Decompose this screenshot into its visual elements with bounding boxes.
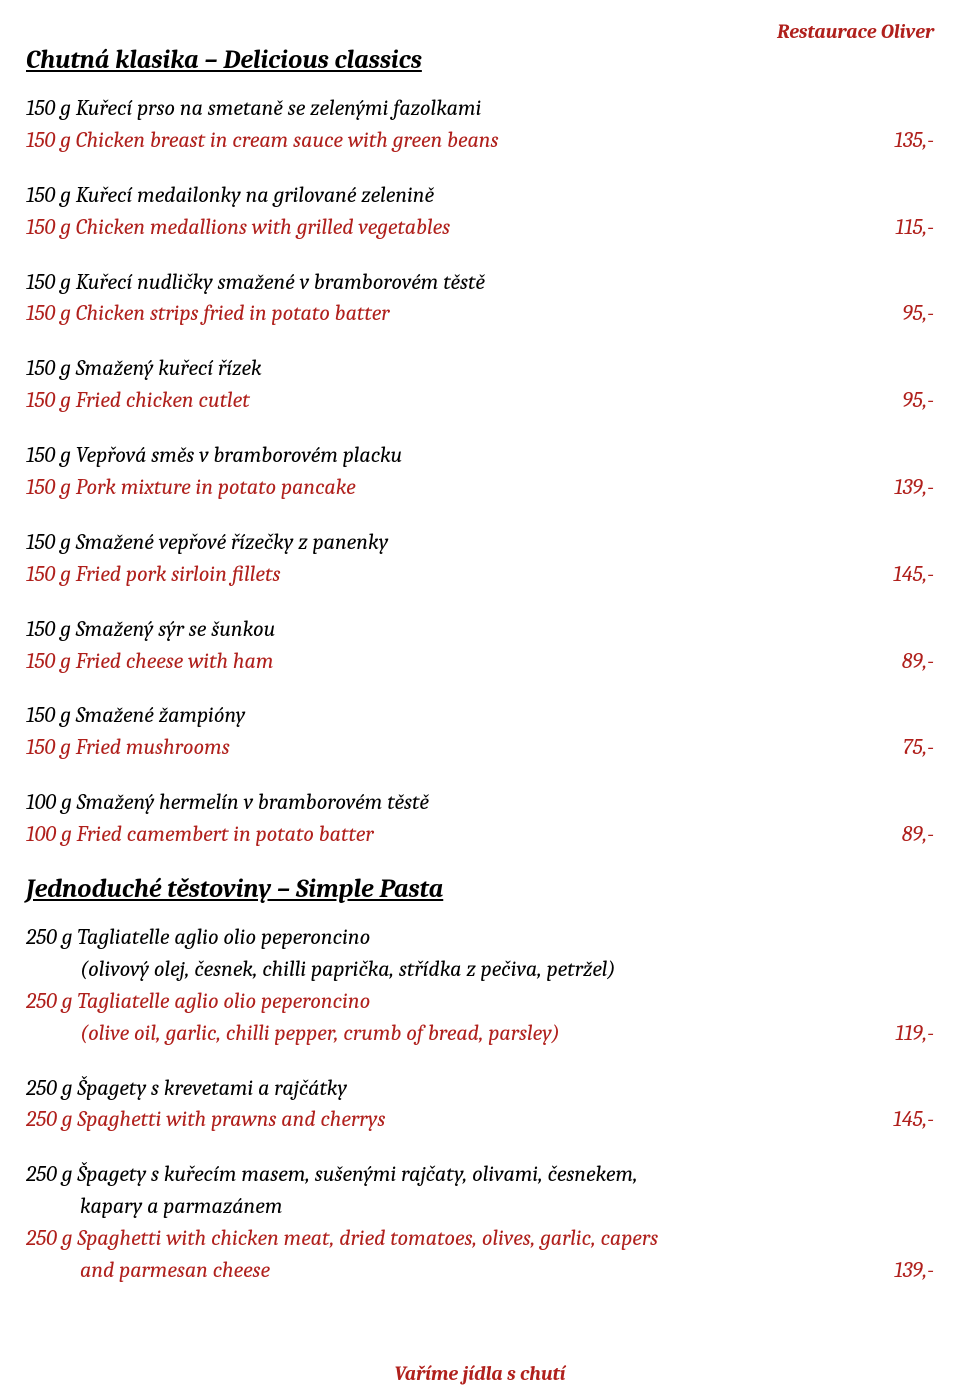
section-title-pasta: Jednoduché těstoviny – Simple Pasta	[26, 874, 934, 904]
menu-item: 250 g Tagliatelle aglio olio peperoncino…	[26, 922, 934, 1050]
item-cz: 150 g Kuřecí nudličky smažené v bramboro…	[26, 267, 934, 299]
menu-item: 150 g Kuřecí medailonky na grilované zel…	[26, 180, 934, 244]
item-en: 250 g Spaghetti with prawns and cherrys	[26, 1104, 881, 1136]
menu-item: 150 g Smažený kuřecí řízek 150 g Fried c…	[26, 353, 934, 417]
menu-item: 150 g Smažené žampióny 150 g Fried mushr…	[26, 700, 934, 764]
item-cz: 150 g Smažené žampióny	[26, 700, 934, 732]
item-cz: 250 g Špagety s krevetami a rajčátky	[26, 1073, 934, 1105]
item-en-line: and parmesan cheese	[26, 1255, 882, 1287]
item-en: 150 g Chicken breast in cream sauce with…	[26, 125, 882, 157]
item-cz-line: 250 g Špagety s kuřecím masem, sušenými …	[26, 1159, 934, 1191]
item-en-line: (olive oil, garlic, chilli pepper, crumb…	[26, 1018, 883, 1050]
item-cz: 150 g Kuřecí medailonky na grilované zel…	[26, 180, 934, 212]
item-cz-line: 250 g Tagliatelle aglio olio peperoncino	[26, 922, 934, 954]
restaurant-brand: Restaurace Oliver	[26, 20, 934, 43]
item-en: 150 g Fried chicken cutlet	[26, 385, 890, 417]
footer-tagline: Vaříme jídla s chutí	[0, 1362, 960, 1385]
item-cz-line: (olivový olej, česnek, chilli paprička, …	[26, 954, 934, 986]
item-cz: 150 g Smažený kuřecí řízek	[26, 353, 934, 385]
item-en: 150 g Fried pork sirloin fillets	[26, 559, 881, 591]
item-cz: 150 g Kuřecí prso na smetaně se zelenými…	[26, 93, 934, 125]
item-price: 95,-	[890, 298, 934, 330]
menu-item: 150 g Smažené vepřové řízečky z panenky …	[26, 527, 934, 591]
menu-item: 150 g Vepřová směs v bramborovém placku …	[26, 440, 934, 504]
item-price: 75,-	[891, 732, 934, 764]
item-price: 89,-	[890, 646, 934, 678]
item-price: 145,-	[881, 1104, 934, 1136]
menu-item: 150 g Kuřecí prso na smetaně se zelenými…	[26, 93, 934, 157]
menu-item: 150 g Kuřecí nudličky smažené v bramboro…	[26, 267, 934, 331]
item-price: 89,-	[890, 819, 934, 851]
item-cz: 100 g Smažený hermelín v bramborovém těs…	[26, 787, 934, 819]
item-en: 150 g Chicken strips fried in potato bat…	[26, 298, 890, 330]
menu-item: 250 g Špagety s krevetami a rajčátky 250…	[26, 1073, 934, 1137]
menu-item: 250 g Špagety s kuřecím masem, sušenými …	[26, 1159, 934, 1287]
item-price: 139,-	[882, 472, 934, 504]
item-en: 150 g Chicken medallions with grilled ve…	[26, 212, 883, 244]
item-cz-line: kapary a parmazánem	[26, 1191, 934, 1223]
item-en-line: 250 g Tagliatelle aglio olio peperoncino	[26, 986, 934, 1018]
item-en: 150 g Fried cheese with ham	[26, 646, 890, 678]
menu-item: 150 g Smažený sýr se šunkou 150 g Fried …	[26, 614, 934, 678]
item-price: 115,-	[883, 212, 934, 244]
item-cz: 150 g Smažený sýr se šunkou	[26, 614, 934, 646]
item-en: 100 g Fried camembert in potato batter	[26, 819, 890, 851]
item-price: 95,-	[890, 385, 934, 417]
item-price: 139,-	[882, 1255, 934, 1287]
menu-item: 100 g Smažený hermelín v bramborovém těs…	[26, 787, 934, 851]
item-price: 119,-	[883, 1018, 934, 1050]
item-en: 150 g Pork mixture in potato pancake	[26, 472, 882, 504]
item-en-line: 250 g Spaghetti with chicken meat, dried…	[26, 1223, 934, 1255]
item-en: 150 g Fried mushrooms	[26, 732, 891, 764]
item-cz: 150 g Vepřová směs v bramborovém placku	[26, 440, 934, 472]
section-title-classics: Chutná klasika – Delicious classics	[26, 45, 934, 75]
item-price: 145,-	[881, 559, 934, 591]
item-price: 135,-	[882, 125, 934, 157]
item-cz: 150 g Smažené vepřové řízečky z panenky	[26, 527, 934, 559]
menu-page: Restaurace Oliver Chutná klasika – Delic…	[0, 0, 960, 1287]
